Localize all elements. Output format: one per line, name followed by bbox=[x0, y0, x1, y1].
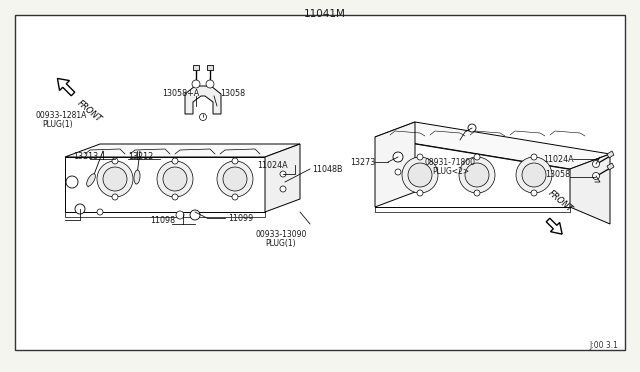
Polygon shape bbox=[607, 151, 614, 158]
Circle shape bbox=[112, 158, 118, 164]
Text: FRONT: FRONT bbox=[546, 189, 574, 214]
Circle shape bbox=[531, 190, 537, 196]
Circle shape bbox=[190, 210, 200, 220]
Circle shape bbox=[593, 173, 600, 180]
Text: PLUG(1): PLUG(1) bbox=[265, 238, 296, 247]
Circle shape bbox=[192, 80, 200, 88]
Circle shape bbox=[176, 211, 184, 219]
Text: 11041M: 11041M bbox=[304, 9, 346, 19]
Text: 13273: 13273 bbox=[350, 157, 375, 167]
Circle shape bbox=[232, 194, 238, 200]
Circle shape bbox=[217, 161, 253, 197]
Circle shape bbox=[474, 154, 480, 160]
Text: 11099: 11099 bbox=[228, 214, 253, 222]
Circle shape bbox=[280, 186, 286, 192]
Circle shape bbox=[531, 154, 537, 160]
Text: 13058+A: 13058+A bbox=[162, 89, 199, 97]
Polygon shape bbox=[375, 122, 415, 207]
Polygon shape bbox=[570, 154, 610, 224]
Circle shape bbox=[172, 158, 178, 164]
Polygon shape bbox=[265, 144, 300, 212]
Text: 13058: 13058 bbox=[220, 89, 245, 97]
Circle shape bbox=[280, 171, 286, 177]
Text: PLUG(1): PLUG(1) bbox=[42, 119, 72, 128]
FancyArrow shape bbox=[58, 78, 75, 96]
Circle shape bbox=[417, 154, 423, 160]
Circle shape bbox=[393, 152, 403, 162]
Text: 11098: 11098 bbox=[150, 215, 175, 224]
Circle shape bbox=[516, 157, 552, 193]
Circle shape bbox=[459, 157, 495, 193]
Circle shape bbox=[97, 209, 103, 215]
Text: 11024A: 11024A bbox=[543, 154, 573, 164]
Polygon shape bbox=[375, 137, 570, 207]
Circle shape bbox=[112, 194, 118, 200]
Text: 08931-71800: 08931-71800 bbox=[425, 157, 476, 167]
Text: J:00 3.1: J:00 3.1 bbox=[589, 340, 618, 350]
Text: 11048B: 11048B bbox=[312, 164, 342, 173]
Circle shape bbox=[417, 190, 423, 196]
Text: 00933-1281A: 00933-1281A bbox=[35, 110, 86, 119]
Polygon shape bbox=[607, 163, 614, 170]
Polygon shape bbox=[65, 157, 265, 212]
Ellipse shape bbox=[134, 170, 140, 184]
Circle shape bbox=[66, 176, 78, 188]
Circle shape bbox=[200, 113, 207, 121]
Circle shape bbox=[408, 163, 432, 187]
Circle shape bbox=[468, 124, 476, 132]
Circle shape bbox=[474, 190, 480, 196]
Circle shape bbox=[395, 169, 401, 175]
Circle shape bbox=[232, 158, 238, 164]
FancyArrow shape bbox=[546, 218, 562, 234]
Circle shape bbox=[465, 163, 489, 187]
Text: 13058: 13058 bbox=[545, 170, 570, 179]
Circle shape bbox=[172, 194, 178, 200]
Circle shape bbox=[163, 167, 187, 191]
Circle shape bbox=[522, 163, 546, 187]
Circle shape bbox=[103, 167, 127, 191]
Circle shape bbox=[97, 161, 133, 197]
Circle shape bbox=[75, 204, 85, 214]
Text: 13213: 13213 bbox=[73, 151, 98, 160]
Text: FRONT: FRONT bbox=[75, 99, 103, 124]
Text: 11024A: 11024A bbox=[257, 160, 287, 170]
Text: PLUG<2>: PLUG<2> bbox=[432, 167, 469, 176]
Circle shape bbox=[402, 157, 438, 193]
Circle shape bbox=[157, 161, 193, 197]
Polygon shape bbox=[207, 65, 213, 70]
Polygon shape bbox=[65, 144, 300, 157]
Circle shape bbox=[206, 80, 214, 88]
Polygon shape bbox=[193, 65, 199, 70]
Circle shape bbox=[223, 167, 247, 191]
Text: 13212: 13212 bbox=[128, 151, 153, 160]
Text: 00933-13090: 00933-13090 bbox=[255, 230, 307, 238]
Polygon shape bbox=[185, 86, 221, 114]
Ellipse shape bbox=[86, 174, 95, 186]
Circle shape bbox=[593, 160, 600, 167]
Polygon shape bbox=[375, 122, 610, 169]
